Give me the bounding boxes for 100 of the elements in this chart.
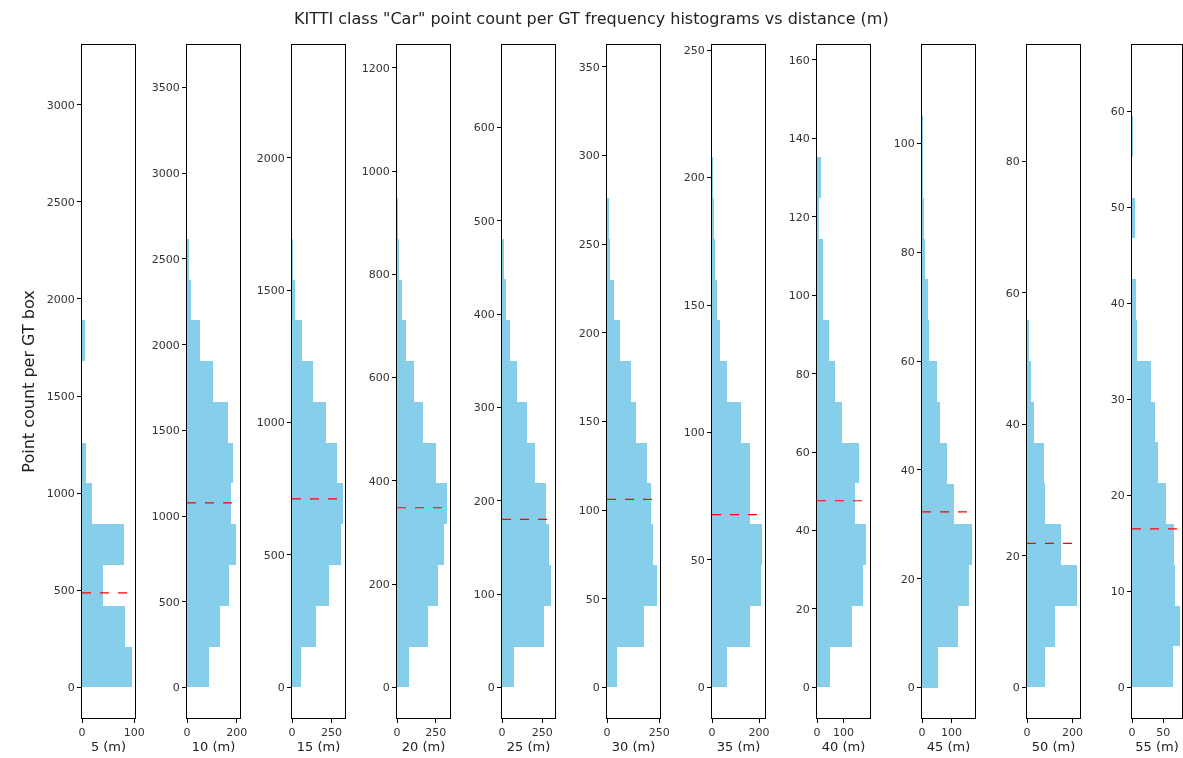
y-tick-label: 2000: [151, 338, 180, 352]
y-tick-label: 30: [1110, 393, 1125, 407]
y-tick-label: 0: [907, 681, 915, 695]
y-tick-label: 100: [893, 137, 915, 151]
y-tick-label: 60: [795, 445, 810, 459]
y-tick-label: 100: [683, 426, 705, 440]
y-tick-label: 1000: [151, 509, 180, 523]
y-tick-label: 60: [900, 354, 915, 368]
y-tick-label: 500: [158, 595, 180, 609]
y-tick-label: 0: [592, 681, 600, 695]
x-tick-label: 0: [393, 726, 401, 740]
y-tick-label: 500: [263, 548, 285, 562]
x-axis-title: 5 (m): [90, 739, 127, 755]
x-axis-title: 40 (m): [821, 739, 866, 755]
x-tick-label: 200: [226, 726, 248, 740]
x-tick-label: 0: [183, 726, 191, 740]
x-axis-title: 15 (m): [296, 739, 341, 755]
x-axis-title: 20 (m): [401, 739, 446, 755]
x-tick-label: 0: [603, 726, 611, 740]
y-tick-label: 0: [277, 681, 285, 695]
chart-title: KITTI class "Car" point count per GT frequency histograms vs distance (m): [294, 9, 889, 28]
y-tick-label: 60: [1110, 105, 1125, 119]
y-tick-label: 400: [368, 474, 390, 488]
y-tick-label: 80: [1005, 154, 1020, 168]
x-axis-title: 45 (m): [926, 739, 971, 755]
y-tick-label: 60: [1005, 286, 1020, 300]
y-tick-label: 2000: [256, 151, 285, 165]
x-tick-label: 0: [288, 726, 296, 740]
x-axis-title: 35 (m): [716, 739, 761, 755]
y-tick-label: 600: [368, 371, 390, 385]
x-axis-title: 10 (m): [191, 739, 236, 755]
y-tick-label: 10: [1110, 585, 1125, 599]
x-tick-label: 0: [498, 726, 506, 740]
y-tick-label: 40: [1110, 297, 1125, 311]
y-tick-label: 0: [382, 681, 390, 695]
x-tick-label: 0: [813, 726, 821, 740]
x-tick-label: 250: [320, 726, 342, 740]
y-tick-label: 40: [795, 524, 810, 538]
y-tick-label: 50: [585, 592, 600, 606]
x-tick-label: 100: [123, 726, 145, 740]
y-tick-label: 350: [578, 60, 600, 74]
y-tick-label: 20: [1110, 489, 1125, 503]
y-tick-label: 3000: [46, 98, 75, 112]
y-tick-label: 100: [473, 587, 495, 601]
y-tick-label: 3500: [151, 81, 180, 95]
y-tick-label: 0: [1117, 681, 1125, 695]
y-tick-label: 200: [368, 578, 390, 591]
y-tick-label: 600: [473, 121, 495, 135]
y-axis-title: Point count per GT box: [18, 290, 38, 473]
y-tick-label: 800: [368, 268, 390, 282]
y-tick-label: 40: [900, 463, 915, 477]
y-tick-label: 1500: [151, 424, 180, 438]
x-tick-label: 250: [648, 726, 670, 740]
y-tick-label: 300: [473, 401, 495, 415]
y-tick-label: 1500: [256, 283, 285, 297]
y-tick-label: 2500: [151, 252, 180, 266]
y-tick-label: 0: [697, 681, 705, 695]
y-tick-label: 0: [67, 681, 75, 695]
y-tick-label: 1000: [46, 487, 75, 501]
y-tick-label: 140: [788, 132, 810, 146]
y-tick-label: 1200: [361, 61, 390, 75]
y-tick-label: 100: [788, 289, 810, 303]
y-tick-label: 250: [683, 43, 705, 57]
x-tick-label: 250: [425, 726, 447, 740]
y-tick-label: 500: [53, 584, 75, 598]
y-tick-label: 20: [795, 602, 810, 616]
y-tick-label: 2000: [46, 292, 75, 306]
x-axis-title: 30 (m): [611, 739, 656, 755]
y-tick-label: 1500: [46, 389, 75, 403]
x-tick-label: 100: [833, 726, 854, 740]
y-tick-label: 40: [1005, 418, 1020, 432]
x-tick-label: 0: [708, 726, 716, 740]
y-tick-label: 120: [788, 210, 810, 224]
x-tick-label: 0: [918, 726, 926, 740]
y-tick-label: 250: [578, 237, 600, 251]
y-tick-label: 0: [1012, 681, 1020, 695]
y-tick-label: 3000: [151, 167, 180, 181]
y-tick-label: 1000: [361, 164, 390, 178]
y-tick-label: 0: [487, 681, 495, 695]
x-axis-title: 55 (m): [1135, 739, 1179, 755]
y-tick-label: 50: [690, 553, 705, 567]
x-tick-label: 200: [1061, 726, 1083, 740]
y-tick-label: 20: [1005, 549, 1020, 563]
y-tick-label: 2500: [46, 195, 75, 209]
x-tick-label: 0: [78, 726, 86, 740]
y-tick-label: 160: [788, 53, 810, 67]
y-tick-label: 80: [795, 367, 810, 381]
x-tick-label: 100: [940, 726, 962, 740]
y-tick-label: 300: [578, 149, 600, 163]
y-tick-label: 20: [900, 572, 915, 586]
y-tick-label: 80: [900, 246, 915, 260]
y-tick-label: 200: [683, 171, 705, 185]
y-tick-label: 100: [578, 503, 600, 517]
y-tick-label: 50: [1110, 201, 1125, 215]
y-tick-label: 0: [172, 681, 180, 695]
y-tick-label: 0: [802, 681, 810, 695]
y-tick-label: 500: [473, 214, 495, 228]
x-tick-label: 250: [531, 726, 553, 740]
x-tick-label: 50: [1156, 726, 1171, 740]
x-axis-title: 25 (m): [506, 739, 551, 755]
